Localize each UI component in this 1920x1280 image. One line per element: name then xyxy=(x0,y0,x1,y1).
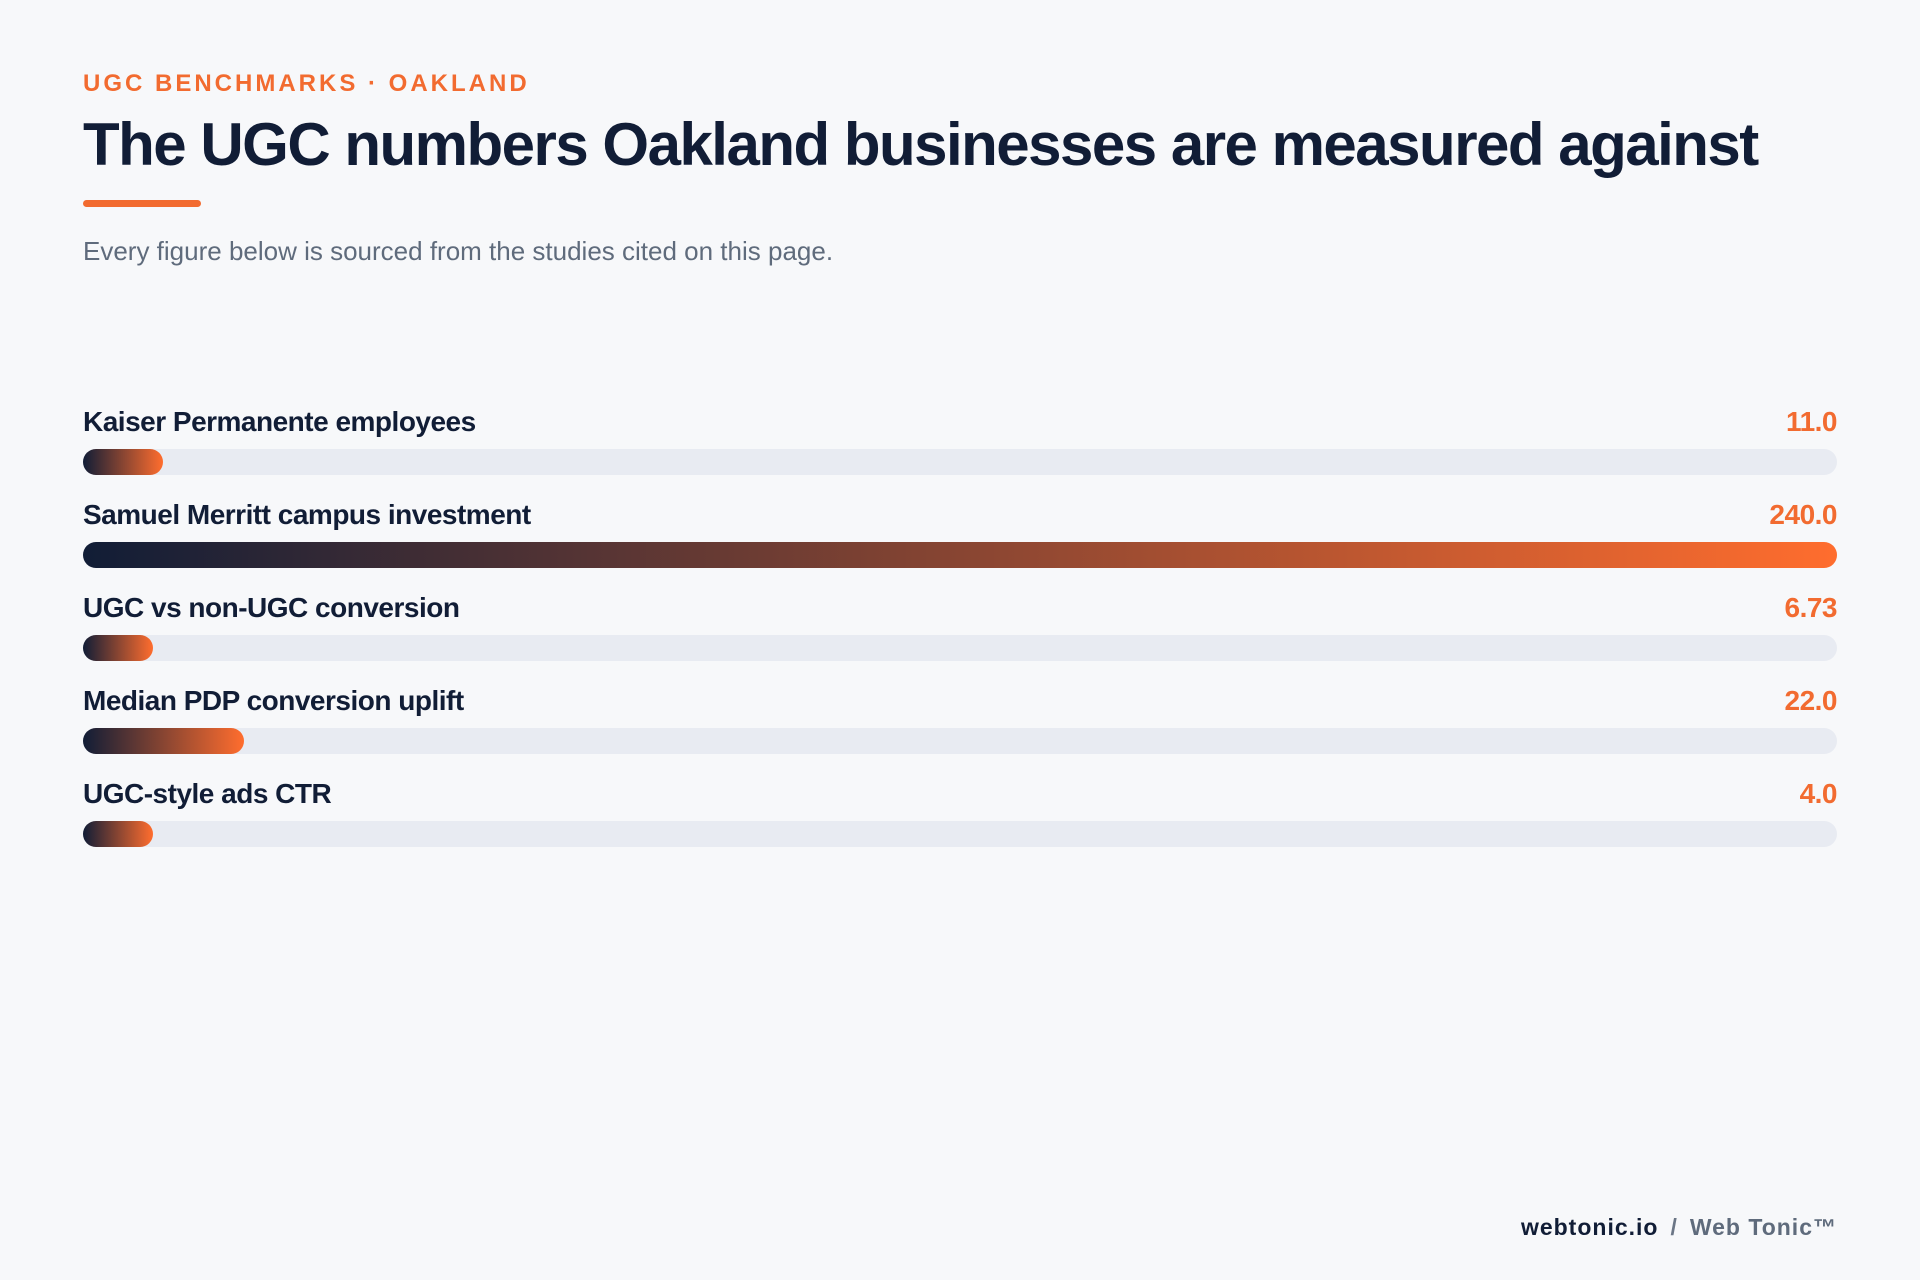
page-title: The UGC numbers Oakland businesses are m… xyxy=(83,111,1759,178)
bar-fill xyxy=(83,821,154,847)
bar-track xyxy=(83,542,1837,568)
footer-domain: webtonic.io xyxy=(1520,1214,1659,1240)
bar-label: UGC-style ads CTR xyxy=(83,778,332,809)
bar-row: Median PDP conversion uplift 22.0 xyxy=(83,679,1837,772)
bar-value-label: 4.0 xyxy=(1799,778,1838,809)
bar-chart: Kaiser Permanente employees 11.0 Samuel Me… xyxy=(83,400,1838,865)
eyebrow-label: UGC BENCHMARKS · OAKLAND xyxy=(83,70,530,97)
footer-credit: webtonic.io / Web Tonic™ xyxy=(1521,1214,1837,1241)
bar-track xyxy=(83,821,1837,847)
page-subtitle: Every figure below is sourced from the s… xyxy=(83,236,834,266)
bar-label: UGC vs non-UGC conversion xyxy=(83,592,460,623)
bar-track xyxy=(83,728,1837,754)
bar-label: Median PDP conversion uplift xyxy=(83,685,464,716)
bar-value-label: 11.0 xyxy=(1786,406,1837,437)
bar-label: Kaiser Permanente employees xyxy=(83,406,476,437)
title-accent-bar xyxy=(83,200,201,207)
bar-fill xyxy=(83,449,164,475)
bar-fill xyxy=(83,728,244,754)
bar-value-label: 240.0 xyxy=(1769,499,1837,530)
bar-label: Samuel Merritt campus investment xyxy=(83,499,531,530)
bar-row: Samuel Merritt campus investment 240.0 xyxy=(83,493,1837,586)
bar-row: Kaiser Permanente employees 11.0 xyxy=(83,400,1837,493)
bar-track xyxy=(83,635,1837,661)
bar-row: UGC-style ads CTR 4.0 xyxy=(83,772,1838,865)
bar-track xyxy=(83,449,1837,475)
bar-value-label: 6.73 xyxy=(1784,592,1838,623)
footer-brand: Web Tonic™ xyxy=(1689,1214,1837,1240)
bar-fill xyxy=(83,635,154,661)
bar-value-label: 22.0 xyxy=(1784,685,1838,716)
bar-row: UGC vs non-UGC conversion 6.73 xyxy=(83,586,1837,679)
bar-fill xyxy=(83,542,1837,568)
footer-separator: / xyxy=(1670,1214,1678,1240)
